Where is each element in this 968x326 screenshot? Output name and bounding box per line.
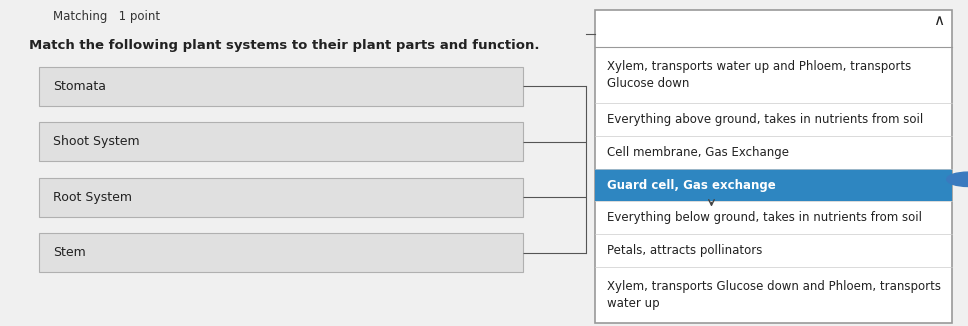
Text: Petals, attracts pollinators: Petals, attracts pollinators (607, 244, 763, 257)
Text: Cell membrane, Gas Exchange: Cell membrane, Gas Exchange (607, 146, 789, 159)
Text: Root System: Root System (53, 191, 133, 204)
Text: Match the following plant systems to their plant parts and function.: Match the following plant systems to the… (29, 39, 539, 52)
Text: Guard cell, Gas exchange: Guard cell, Gas exchange (607, 179, 775, 191)
FancyBboxPatch shape (595, 169, 952, 201)
Text: ∧: ∧ (933, 13, 944, 28)
Text: Shoot System: Shoot System (53, 135, 139, 148)
Text: Stomata: Stomata (53, 80, 106, 93)
Text: Stem: Stem (53, 246, 86, 259)
FancyBboxPatch shape (595, 10, 952, 323)
FancyBboxPatch shape (39, 178, 523, 217)
FancyBboxPatch shape (39, 233, 523, 272)
Text: Everything below ground, takes in nutrients from soil: Everything below ground, takes in nutrie… (607, 211, 922, 224)
Text: Everything above ground, takes in nutrients from soil: Everything above ground, takes in nutrie… (607, 113, 923, 126)
Text: Xylem, transports water up and Phloem, transports
Glucose down: Xylem, transports water up and Phloem, t… (607, 60, 911, 90)
Text: Matching   1 point: Matching 1 point (53, 10, 161, 23)
Text: Xylem, transports Glucose down and Phloem, transports
water up: Xylem, transports Glucose down and Phloe… (607, 280, 941, 310)
Circle shape (947, 172, 968, 186)
FancyBboxPatch shape (39, 67, 523, 106)
FancyBboxPatch shape (39, 122, 523, 161)
